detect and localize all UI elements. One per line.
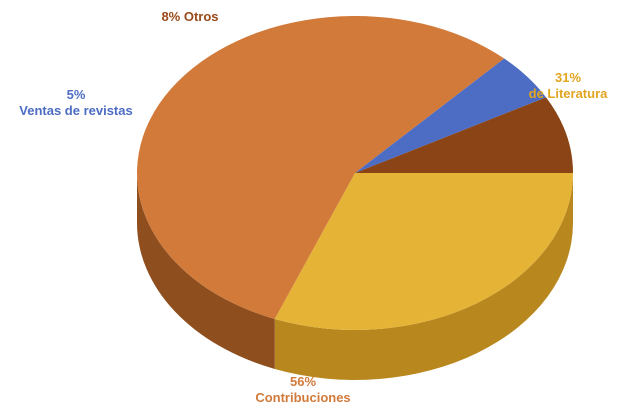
revistas-value-label: 5% [67, 87, 86, 102]
pie-sides [137, 173, 573, 380]
pie-slice-ventas-de-revistas [355, 58, 547, 173]
pie-side-de-literatura [274, 173, 573, 380]
pie-slice-contribuciones [137, 16, 505, 319]
pie-slice-otros [355, 97, 573, 173]
pie-side-contribuciones [137, 173, 275, 369]
contribuciones-value-label: 56% [290, 374, 316, 389]
contribuciones-name-label: Contribuciones [255, 390, 350, 405]
pie-labels: 8% Otros 31% de Literatura 5% Ventas de … [19, 9, 608, 405]
revistas-name-label: Ventas de revistas [19, 103, 132, 118]
otros-label: 8% Otros [161, 9, 218, 24]
literatura-name-label: de Literatura [529, 86, 609, 101]
literatura-value-label: 31% [555, 70, 581, 85]
pie-slices [137, 16, 573, 330]
pie-slice-de-literatura [274, 173, 573, 330]
